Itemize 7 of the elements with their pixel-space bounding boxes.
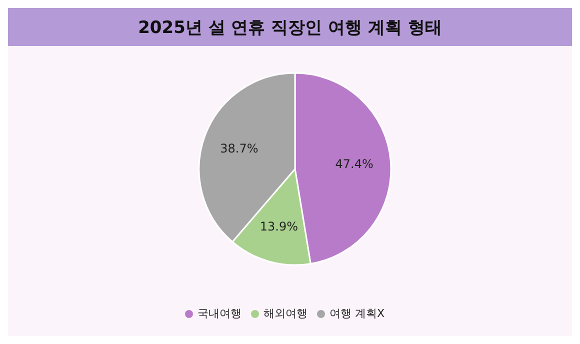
- data-label: 38.7%: [220, 141, 258, 156]
- legend-label: 해외여행: [263, 307, 308, 320]
- legend-label: 여행 계획X: [329, 307, 385, 320]
- chart-title: 2025년 설 연휴 직장인 여행 계획 형태: [8, 8, 572, 46]
- data-label: 13.9%: [260, 219, 298, 234]
- legend-label: 국내여행: [197, 307, 242, 320]
- data-label: 47.4%: [335, 157, 374, 172]
